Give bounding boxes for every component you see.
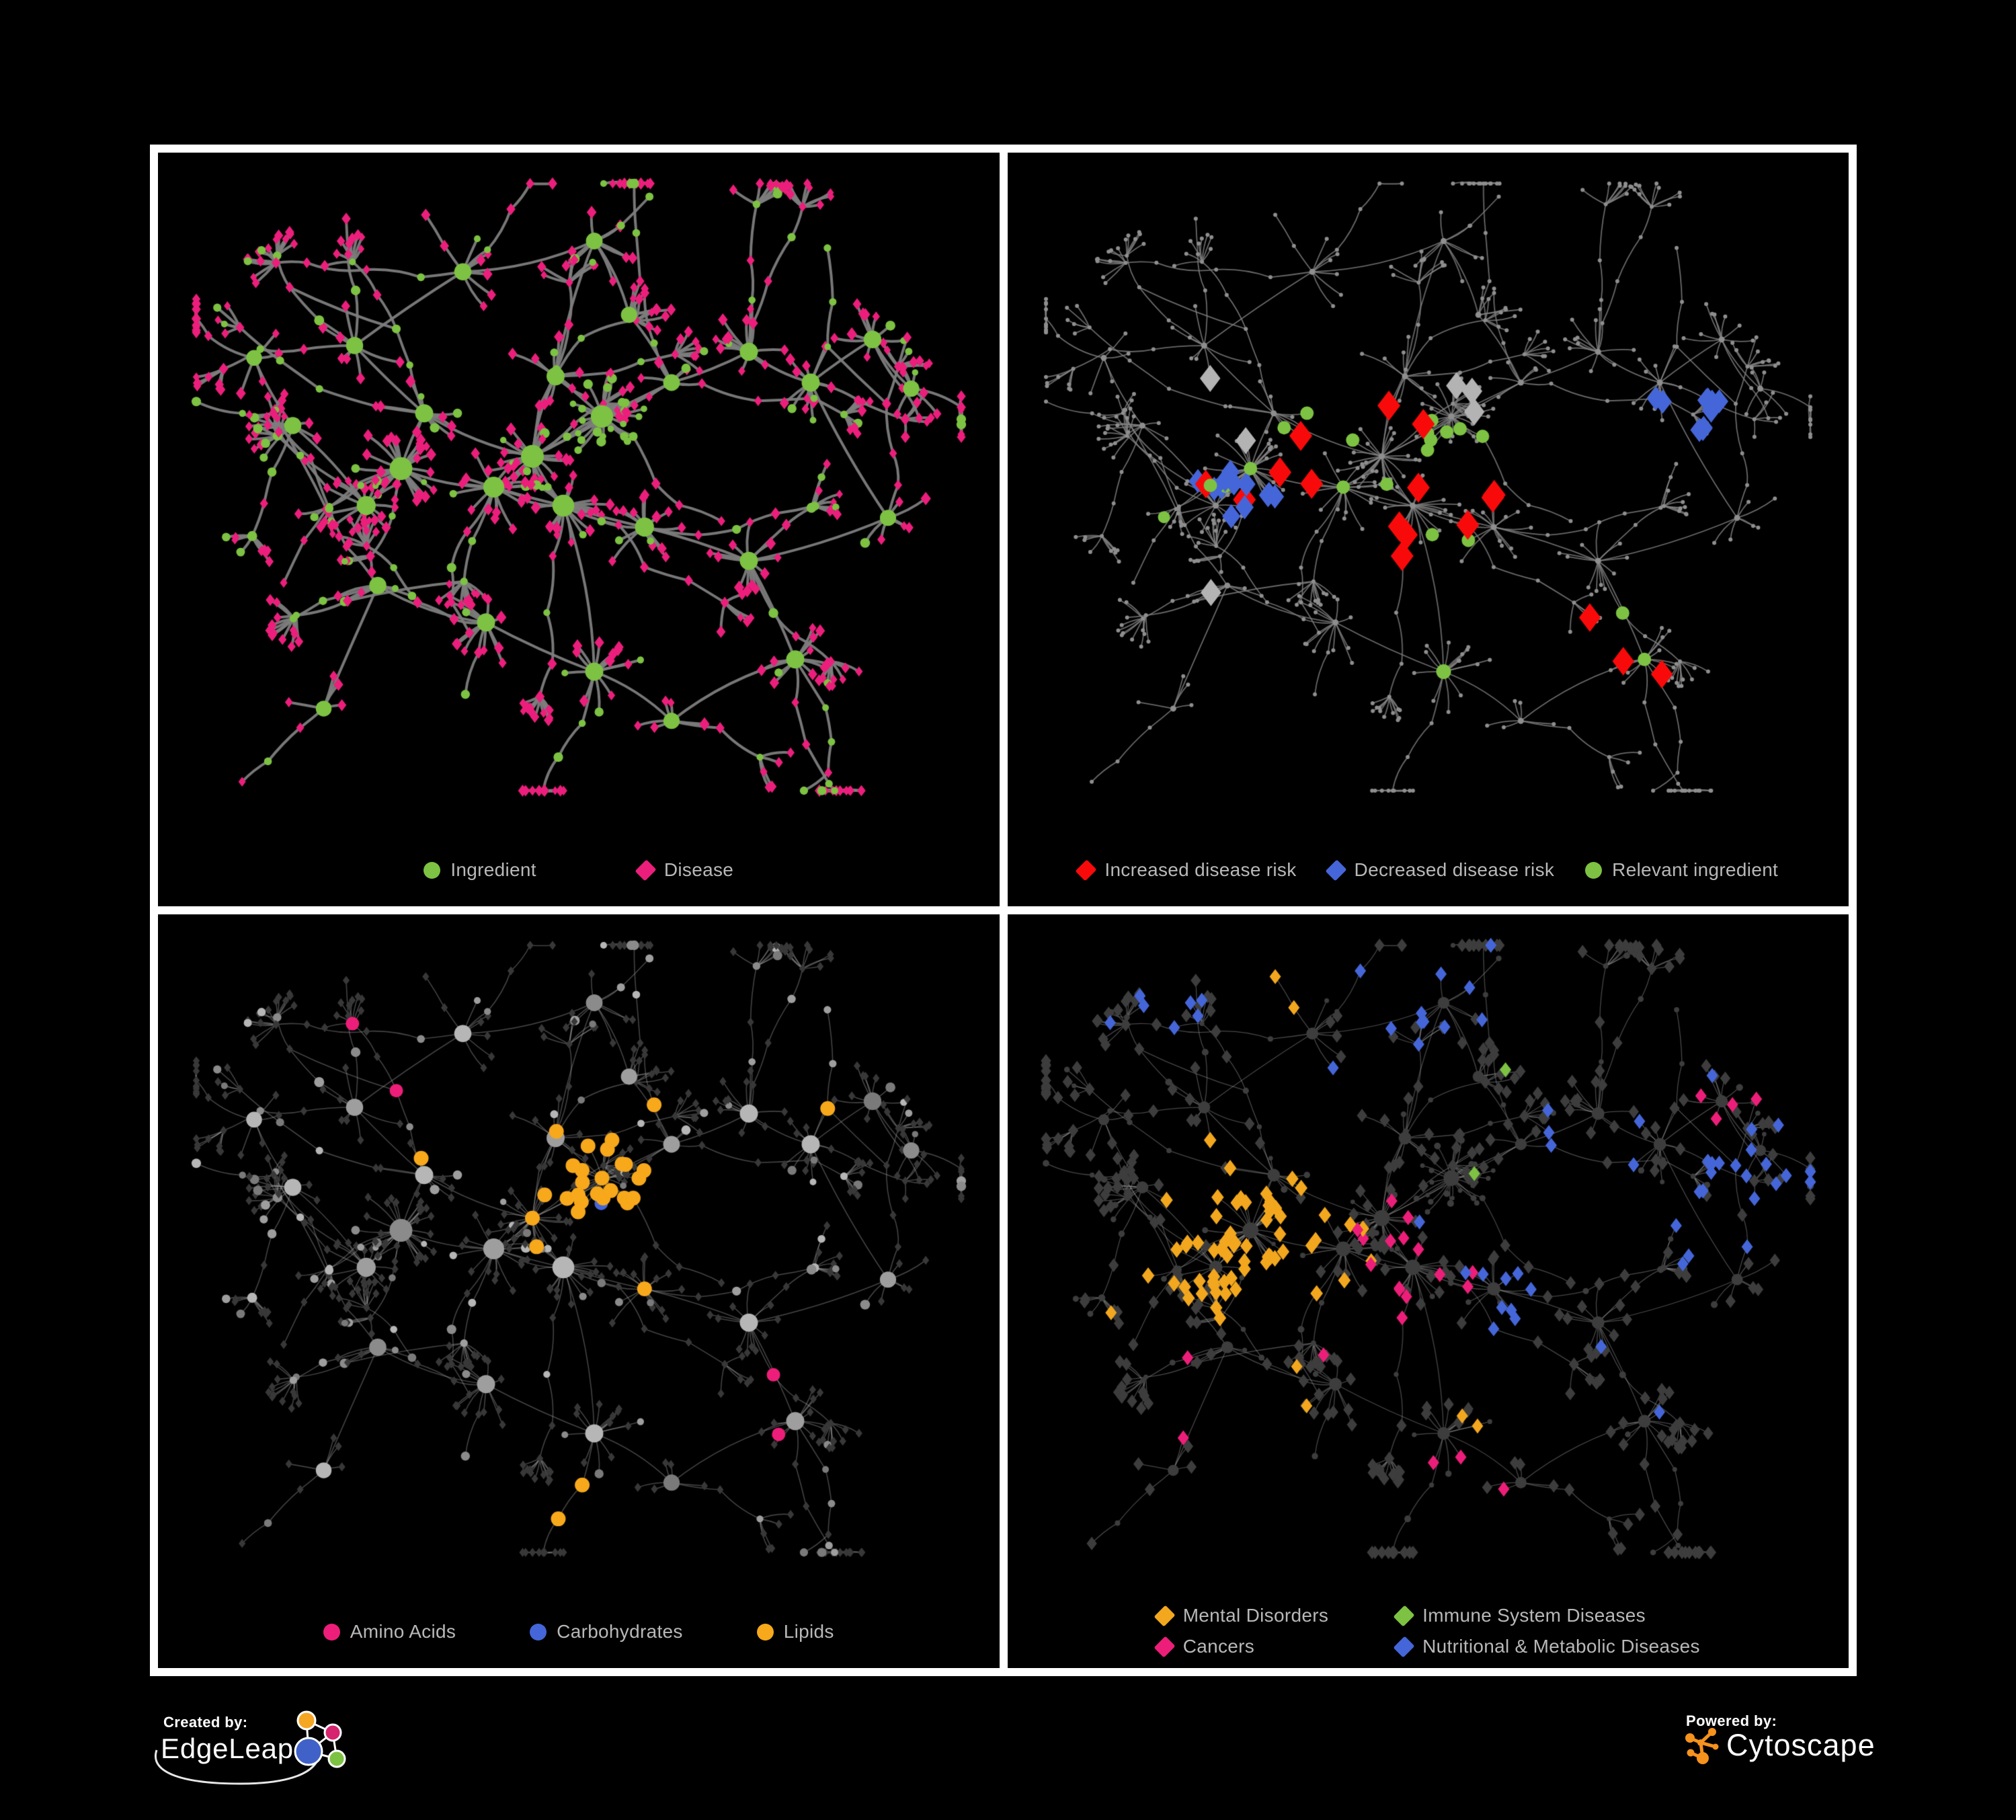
legend-label-disease: Disease (663, 859, 734, 880)
legend-label-mental-disorders: Mental Disorders (1182, 1605, 1329, 1626)
legend-ingredient-disease: Ingredient Disease (158, 859, 1000, 881)
legend-disease-risk: Increased disease risk Decreased disease… (1008, 859, 1849, 881)
legend-item-lipids: Lipids (756, 1621, 834, 1643)
cytoscape-logo-icon (1685, 1728, 1719, 1764)
legend-label-ingredient: Ingredient (450, 859, 536, 880)
panel-disease-class-network: Mental Disorders Immune System Diseases … (1007, 914, 1849, 1668)
relevant-ingredient-circle-icon (1585, 861, 1603, 879)
legend-label-nutritional-metabolic-diseases: Nutritional & Metabolic Diseases (1422, 1636, 1700, 1657)
created-by-label: Created by: (163, 1714, 248, 1731)
amino-acids-circle-icon (323, 1623, 340, 1640)
increased-risk-diamond-icon (1075, 859, 1097, 881)
legend-label-decreased-risk: Decreased disease risk (1354, 859, 1555, 880)
legend-item-disease: Disease (635, 859, 734, 881)
immune-system-diseases-diamond-icon (1393, 1605, 1415, 1626)
legend-nutrient-class: Amino Acids Carbohydrates Lipids (158, 1621, 1000, 1643)
decreased-risk-diamond-icon (1325, 859, 1347, 881)
cytoscape-logo-row: Cytoscape (1682, 1725, 1876, 1766)
carbohydrates-circle-icon (530, 1623, 547, 1640)
legend-item-ingredient: Ingredient (424, 859, 536, 881)
legend-label-lipids: Lipids (783, 1621, 834, 1642)
panel-grid: Ingredient Disease Increased disease ris… (150, 145, 1857, 1676)
cytoscape-brand-text: Cytoscape (1726, 1728, 1876, 1762)
nutrient-class-network-canvas (158, 914, 1000, 1668)
legend-item-immune-system-diseases: Immune System Diseases (1393, 1605, 1646, 1626)
legend-disease-class: Mental Disorders Immune System Diseases … (1008, 1605, 1849, 1657)
lipids-circle-icon (756, 1623, 774, 1640)
powered-by-label: Powered by: (1686, 1712, 1777, 1729)
legend-item-carbohydrates: Carbohydrates (530, 1621, 683, 1643)
panel-nutrient-class-network: Amino Acids Carbohydrates Lipids (158, 914, 1000, 1668)
legend-item-mental-disorders: Mental Disorders (1154, 1605, 1329, 1626)
legend-item-amino-acids: Amino Acids (323, 1621, 456, 1643)
legend-item-cancers: Cancers (1154, 1636, 1255, 1657)
legend-label-increased-risk: Increased disease risk (1104, 859, 1297, 880)
legend-label-carbohydrates: Carbohydrates (557, 1621, 683, 1642)
disease-risk-network-canvas (1007, 153, 1849, 906)
panel-ingredient-disease-network: Ingredient Disease (158, 153, 1000, 906)
legend-item-increased-risk: Increased disease risk (1075, 859, 1297, 881)
legend-label-cancers: Cancers (1182, 1636, 1255, 1657)
edgeleap-brand-text: EdgeLeap (161, 1733, 294, 1764)
edgeleap-attribution: Created by: EdgeLeap (154, 1708, 509, 1809)
legend-label-amino-acids: Amino Acids (350, 1621, 456, 1642)
ingredient-circle-icon (424, 861, 441, 879)
legend-item-relevant-ingredient: Relevant ingredient (1585, 859, 1778, 881)
disease-diamond-icon (635, 859, 657, 881)
panel-disease-risk-network: Increased disease risk Decreased disease… (1007, 153, 1849, 906)
legend-label-relevant-ingredient: Relevant ingredient (1612, 859, 1779, 880)
legend-label-immune-system-diseases: Immune System Diseases (1422, 1605, 1646, 1626)
legend-item-decreased-risk: Decreased disease risk (1325, 859, 1555, 881)
cytoscape-attribution: Powered by: Cytosc (1679, 1708, 1975, 1803)
nutritional-metabolic-diseases-diamond-icon (1393, 1636, 1415, 1657)
legend-item-nutritional-metabolic-diseases: Nutritional & Metabolic Diseases (1393, 1636, 1700, 1657)
disease-class-network-canvas (1007, 914, 1849, 1668)
mental-disorders-diamond-icon (1154, 1605, 1176, 1626)
ingredient-disease-network-canvas (158, 153, 1000, 906)
cancers-diamond-icon (1154, 1636, 1176, 1657)
